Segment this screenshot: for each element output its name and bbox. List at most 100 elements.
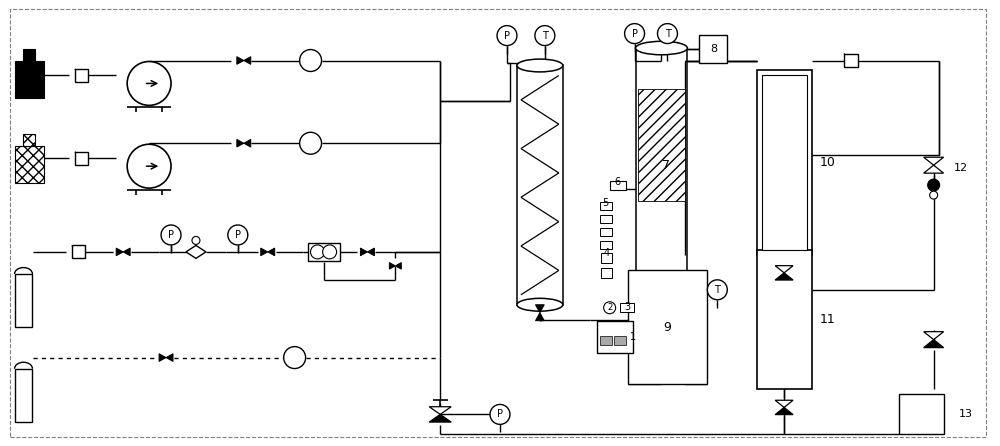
Circle shape bbox=[604, 302, 616, 314]
Polygon shape bbox=[360, 248, 367, 256]
Text: 7: 7 bbox=[662, 159, 670, 172]
Polygon shape bbox=[924, 165, 944, 173]
Circle shape bbox=[535, 25, 555, 45]
Bar bbox=[844, 54, 858, 67]
Bar bbox=[15, 274, 32, 327]
Text: P: P bbox=[632, 29, 638, 39]
Text: 2: 2 bbox=[607, 303, 612, 312]
Bar bbox=[517, 66, 563, 305]
Bar bbox=[610, 181, 626, 190]
Text: 6: 6 bbox=[615, 177, 621, 187]
Circle shape bbox=[930, 191, 938, 199]
Bar bbox=[597, 321, 633, 353]
Polygon shape bbox=[268, 248, 275, 256]
Bar bbox=[620, 303, 634, 312]
Bar bbox=[601, 253, 612, 263]
Ellipse shape bbox=[636, 41, 687, 55]
Ellipse shape bbox=[636, 296, 687, 309]
Circle shape bbox=[284, 347, 306, 368]
Circle shape bbox=[928, 179, 940, 191]
Circle shape bbox=[300, 50, 322, 71]
Text: 4: 4 bbox=[604, 248, 610, 258]
Polygon shape bbox=[775, 273, 793, 280]
Polygon shape bbox=[159, 354, 166, 361]
Bar bbox=[23, 134, 35, 145]
Ellipse shape bbox=[517, 298, 563, 311]
Bar bbox=[15, 61, 44, 98]
Circle shape bbox=[707, 280, 727, 300]
Bar bbox=[899, 394, 944, 434]
Polygon shape bbox=[395, 263, 401, 269]
Text: 8: 8 bbox=[710, 44, 717, 54]
Text: 9: 9 bbox=[664, 321, 671, 334]
Polygon shape bbox=[775, 400, 793, 408]
Text: P: P bbox=[504, 31, 510, 41]
Bar bbox=[600, 336, 612, 345]
Polygon shape bbox=[186, 245, 206, 258]
Bar bbox=[757, 250, 812, 389]
Polygon shape bbox=[389, 263, 395, 269]
Circle shape bbox=[625, 24, 645, 44]
Circle shape bbox=[311, 245, 324, 259]
Text: P: P bbox=[235, 230, 241, 240]
Text: P: P bbox=[497, 409, 503, 419]
Bar bbox=[601, 268, 612, 278]
Circle shape bbox=[127, 144, 171, 188]
Circle shape bbox=[192, 236, 200, 244]
Bar bbox=[600, 215, 612, 223]
Text: T: T bbox=[714, 285, 720, 295]
Text: 1: 1 bbox=[630, 332, 636, 342]
Text: 11: 11 bbox=[820, 313, 836, 326]
Bar bbox=[638, 89, 685, 201]
Bar bbox=[762, 75, 807, 250]
Bar bbox=[75, 69, 88, 82]
Bar bbox=[600, 202, 612, 210]
Text: 3: 3 bbox=[625, 302, 631, 312]
Text: 13: 13 bbox=[959, 409, 973, 419]
Polygon shape bbox=[116, 248, 123, 256]
Bar bbox=[699, 35, 727, 62]
Circle shape bbox=[497, 25, 517, 45]
Text: 12: 12 bbox=[954, 163, 968, 173]
Circle shape bbox=[228, 225, 248, 245]
Polygon shape bbox=[924, 157, 944, 165]
Polygon shape bbox=[237, 140, 244, 147]
Circle shape bbox=[161, 225, 181, 245]
Polygon shape bbox=[261, 248, 268, 256]
Circle shape bbox=[300, 132, 322, 154]
Polygon shape bbox=[123, 248, 130, 256]
Bar bbox=[308, 243, 340, 261]
Text: T: T bbox=[665, 29, 670, 39]
Polygon shape bbox=[775, 408, 793, 415]
Polygon shape bbox=[244, 57, 251, 64]
Bar bbox=[636, 48, 687, 302]
Text: 10: 10 bbox=[820, 156, 836, 169]
Text: P: P bbox=[168, 230, 174, 240]
Bar bbox=[614, 336, 626, 345]
Text: T: T bbox=[542, 31, 548, 41]
Bar bbox=[600, 241, 612, 249]
Text: 5: 5 bbox=[603, 198, 609, 208]
Polygon shape bbox=[924, 340, 944, 347]
Bar bbox=[23, 50, 35, 61]
Bar bbox=[75, 152, 88, 165]
Ellipse shape bbox=[517, 59, 563, 72]
Circle shape bbox=[127, 62, 171, 105]
Polygon shape bbox=[775, 266, 793, 273]
Polygon shape bbox=[244, 140, 251, 147]
Bar bbox=[600, 228, 612, 236]
Polygon shape bbox=[429, 407, 451, 414]
Polygon shape bbox=[237, 57, 244, 64]
Bar bbox=[15, 145, 44, 183]
Bar bbox=[628, 270, 707, 384]
Circle shape bbox=[658, 24, 677, 44]
Circle shape bbox=[490, 405, 510, 425]
Polygon shape bbox=[535, 313, 544, 321]
Bar bbox=[757, 70, 812, 255]
Polygon shape bbox=[535, 305, 544, 313]
Polygon shape bbox=[166, 354, 173, 361]
Polygon shape bbox=[924, 332, 944, 340]
Circle shape bbox=[323, 245, 337, 259]
Bar bbox=[72, 245, 85, 258]
Polygon shape bbox=[367, 248, 374, 256]
